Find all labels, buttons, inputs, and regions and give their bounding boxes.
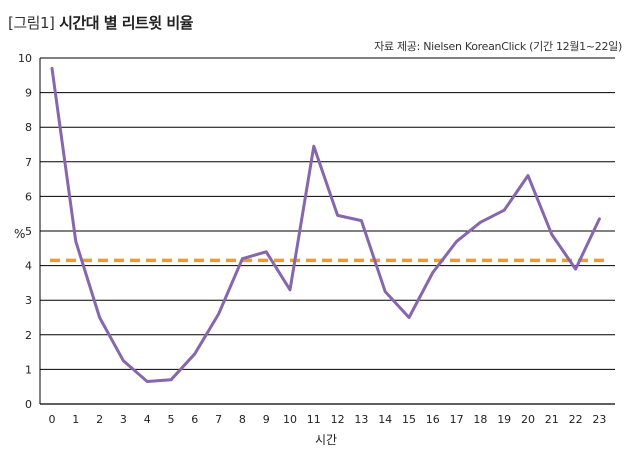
y-tick-label: 2	[25, 329, 32, 342]
y-tick-label: 10	[18, 52, 32, 65]
y-tick-label: 4	[25, 260, 32, 273]
series-line	[50, 66, 601, 383]
series-group	[50, 66, 601, 383]
x-tick-label: 15	[402, 413, 416, 426]
x-tick-label: 19	[497, 413, 511, 426]
x-tick-label: 9	[263, 413, 270, 426]
x-tick-label: 22	[569, 413, 583, 426]
x-tick-label: 7	[215, 413, 222, 426]
x-tick-label: 21	[545, 413, 559, 426]
gridlines	[39, 57, 615, 405]
x-tick-label: 1	[72, 413, 79, 426]
x-tick-label: 14	[378, 413, 392, 426]
chart-title: [그림1] 시간대 별 리트윗 비율	[8, 12, 193, 33]
x-tick-label: 20	[521, 413, 535, 426]
y-tick-label: 9	[25, 87, 32, 100]
figure-number: [그림1]	[8, 14, 55, 32]
x-tick-label: 12	[331, 413, 345, 426]
x-tick-label: 16	[426, 413, 440, 426]
y-tick-label: 0	[25, 398, 32, 411]
x-tick-label: 11	[307, 413, 321, 426]
x-axis-label: 시간	[315, 433, 337, 447]
title-text: 시간대 별 리트윗 비율	[59, 14, 193, 32]
x-tick-label: 23	[592, 413, 606, 426]
x-tick-label: 2	[96, 413, 103, 426]
x-tick-label: 0	[49, 413, 56, 426]
x-tick-label: 17	[450, 413, 464, 426]
y-tick-label: 1	[25, 363, 32, 376]
y-tick-label: 7	[25, 156, 32, 169]
x-tick-label: 13	[354, 413, 368, 426]
x-tick-label: 6	[191, 413, 198, 426]
x-tick-label: 3	[120, 413, 127, 426]
source-note: 자료 제공: Nielsen KoreanClick (기간 12월1~22일)	[374, 40, 622, 53]
y-tick-labels: 0 1 2 3 4 5 6 7 8 9 10	[18, 52, 32, 411]
y-tick-label: 6	[25, 190, 32, 203]
y-tick-label: 3	[25, 294, 32, 307]
x-tick-label: 10	[283, 413, 297, 426]
x-tick-label: 18	[473, 413, 487, 426]
y-tick-label: 8	[25, 121, 32, 134]
x-tick-label: 4	[144, 413, 151, 426]
x-tick-label: 5	[168, 413, 175, 426]
x-tick-labels: 0 1 2 3 4 5 6 7 8 9 10 11 12 13 14 15 16 17 18 19 20 21 22 23	[49, 413, 607, 426]
x-tick-label: 8	[239, 413, 246, 426]
y-axis-label: %	[14, 227, 25, 241]
y-tick-label: 5	[25, 225, 32, 238]
